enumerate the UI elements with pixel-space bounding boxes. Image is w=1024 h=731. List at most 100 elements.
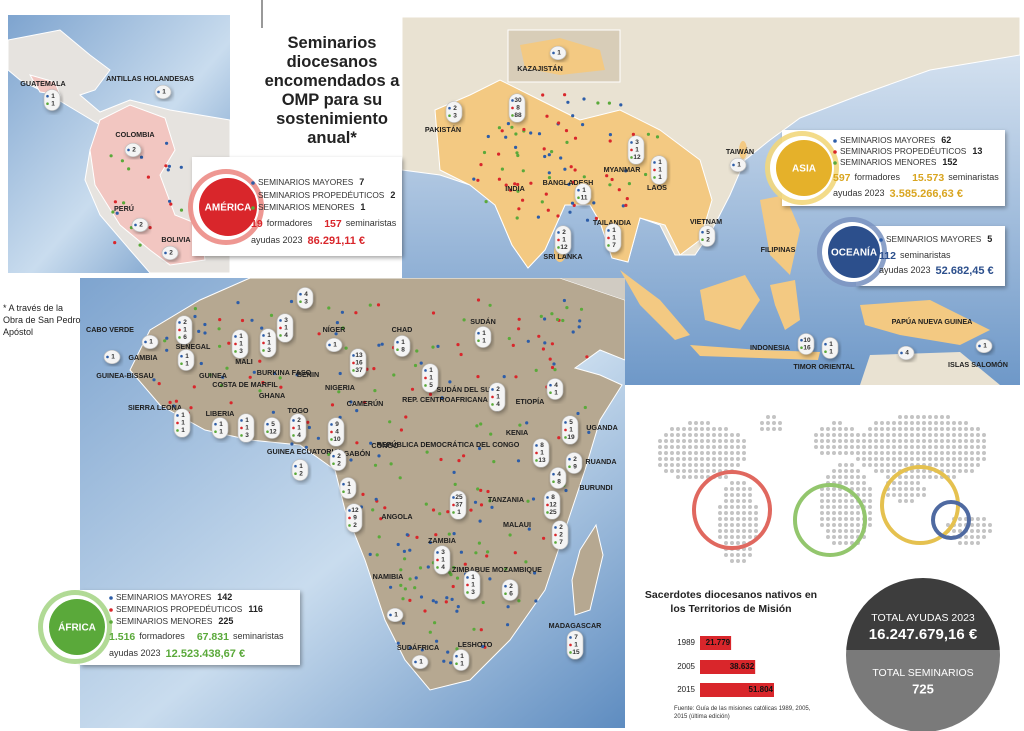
bar-category: 2015 xyxy=(677,685,695,694)
bubble-bg xyxy=(411,654,429,670)
map-dot xyxy=(946,469,950,473)
map-dot xyxy=(856,451,860,455)
seminary-dot xyxy=(165,336,169,340)
count-value: 3 xyxy=(441,549,445,556)
map-dot xyxy=(970,439,974,443)
oceania-stats: OCEANÍA SEMINARIOS MAYORES 5 112 seminarista… xyxy=(817,217,1005,287)
map-dot xyxy=(706,427,710,431)
country-label: NAMIBIA xyxy=(373,572,404,581)
map-dot xyxy=(868,505,872,509)
count-value: 2 xyxy=(132,147,136,154)
seminary-dot xyxy=(547,171,551,175)
map-dot xyxy=(880,445,884,449)
map-dot xyxy=(706,469,710,473)
seminary-dot xyxy=(157,382,161,386)
bubble-bg xyxy=(797,333,815,355)
seminary-dot xyxy=(396,542,400,547)
seminary-dot xyxy=(377,535,381,539)
seminary-dot xyxy=(446,650,450,654)
region-name: ÁFRICA xyxy=(58,621,96,634)
seminary-dot xyxy=(229,401,233,405)
count-dot xyxy=(414,660,417,664)
seminary-dot xyxy=(547,153,551,157)
map-dot xyxy=(724,463,728,467)
seminary-dot xyxy=(248,375,252,379)
seminary-dot xyxy=(448,380,452,384)
seminary-dot xyxy=(509,188,513,192)
map-dot xyxy=(934,451,938,455)
count-dot xyxy=(466,576,469,579)
map-dot xyxy=(688,433,692,437)
seminary-dot xyxy=(401,597,405,601)
bubble-bg xyxy=(546,378,564,400)
count-bubble: 227 xyxy=(551,520,569,550)
seminary-dot xyxy=(138,243,142,247)
count-value: 1 xyxy=(181,427,185,434)
count-dot xyxy=(330,430,333,434)
staff-line: 597 formadores 15.573 seminaristas xyxy=(833,172,999,184)
map-dot xyxy=(862,451,866,455)
map-dot xyxy=(838,523,842,527)
map-dot xyxy=(742,439,746,443)
map-dot xyxy=(742,493,746,497)
map-dot xyxy=(940,457,944,461)
map-dot xyxy=(670,451,674,455)
count-dot xyxy=(577,188,580,192)
seminary-dot xyxy=(553,368,557,372)
seminary-dot xyxy=(563,93,567,97)
country-label: FILIPINAS xyxy=(761,245,796,254)
count-dot xyxy=(824,342,827,346)
bar xyxy=(700,636,732,650)
map-dot xyxy=(970,541,974,545)
map-dot xyxy=(928,457,932,461)
count-dot xyxy=(477,339,480,343)
seminary-dot xyxy=(434,533,438,537)
africa-stats: ÁFRICA SEMINARIOS MAYORES 142 SEMINARIOS PR… xyxy=(38,590,300,665)
seminary-dot xyxy=(525,421,529,425)
map-dot xyxy=(904,451,908,455)
map-dot xyxy=(838,469,842,473)
count-value: 1 xyxy=(829,348,833,355)
bubble-bg xyxy=(975,338,993,354)
seminary-dot xyxy=(521,198,525,202)
map-dot xyxy=(682,469,686,473)
seminary-dot xyxy=(472,177,476,181)
seminary-dot xyxy=(497,152,501,156)
america-map xyxy=(8,15,230,273)
map-dot xyxy=(664,439,668,443)
seminary-dot xyxy=(625,197,629,201)
map-dot xyxy=(844,505,848,509)
seminary-dot xyxy=(290,442,294,446)
count-dot xyxy=(554,533,557,537)
map-dot xyxy=(826,499,830,503)
map-dot xyxy=(730,541,734,545)
seminaristas-label: seminaristas xyxy=(233,631,284,641)
country-label: ISLAS SALOMÓN xyxy=(948,360,1008,369)
map-dot xyxy=(826,433,830,437)
stat-value: 142 xyxy=(217,592,232,602)
seminary-dot xyxy=(258,359,262,363)
count-value: 88 xyxy=(514,112,522,119)
count-dot xyxy=(279,319,282,322)
country-label: BOLIVIA xyxy=(161,235,190,244)
map-dot xyxy=(856,445,860,449)
seminary-dot xyxy=(439,457,443,462)
count-value: 37 xyxy=(355,367,363,374)
map-dot xyxy=(892,451,896,455)
map-dot xyxy=(688,463,692,467)
count-value: 2 xyxy=(183,319,187,326)
map-dot xyxy=(742,511,746,515)
seminary-dot xyxy=(434,600,438,604)
seminary-dot xyxy=(415,535,419,540)
seminary-dot xyxy=(517,327,521,331)
count-dot xyxy=(214,422,217,426)
seminary-dot xyxy=(371,508,375,512)
count-dot xyxy=(352,369,355,372)
map-dot xyxy=(700,451,704,455)
map-dot xyxy=(958,427,962,431)
seminary-dot xyxy=(295,373,299,377)
seminary-dot xyxy=(534,368,538,372)
map-dot xyxy=(862,481,866,485)
